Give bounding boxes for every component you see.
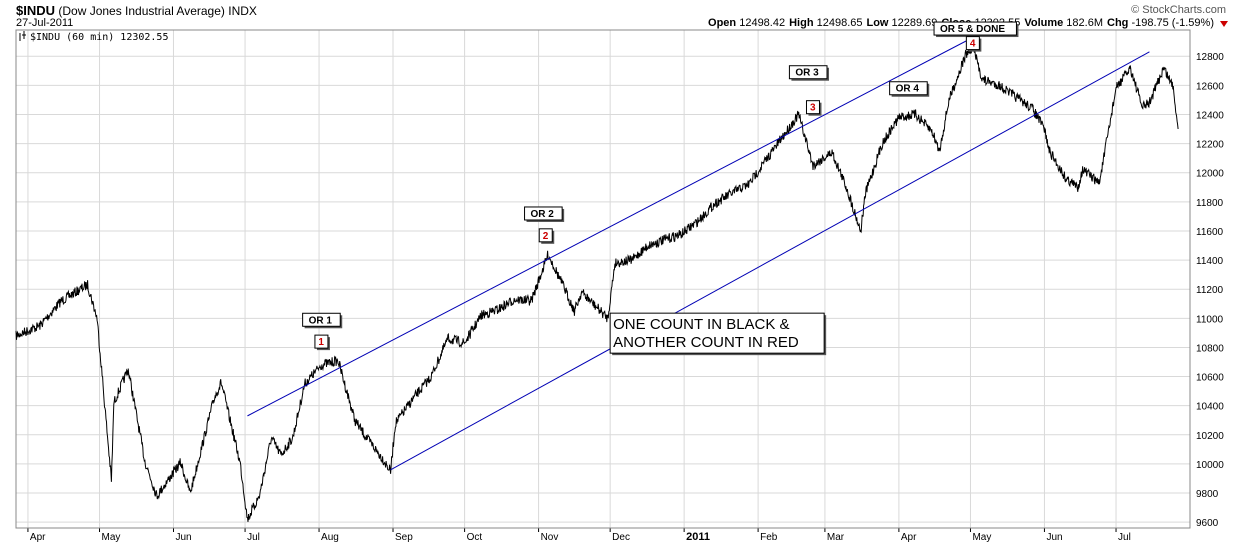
- series-legend: $INDU (60 min) 12302.55: [30, 32, 168, 43]
- red-count-box: [314, 334, 329, 349]
- channel-line: [247, 29, 988, 417]
- chart-date: 27-Jul-2011: [16, 17, 74, 29]
- y-tick-label: 12200: [1196, 140, 1224, 151]
- y-tick-label: 12600: [1196, 81, 1224, 92]
- legend-icon: [19, 31, 26, 41]
- chart-title: $INDU (Dow Jones Industrial Average) IND…: [16, 3, 257, 18]
- x-tick-label: Oct: [467, 532, 483, 543]
- y-tick-label: 10400: [1196, 402, 1224, 413]
- stat-label: Chg: [1107, 17, 1129, 29]
- black-count-label: OR 4: [896, 84, 920, 95]
- annotation-text: ONE COUNT IN BLACK &: [613, 316, 789, 333]
- annotation-text: ANOTHER COUNT IN RED: [613, 334, 799, 351]
- count-label-box: [889, 81, 928, 96]
- y-tick-label: 12000: [1196, 169, 1224, 180]
- red-count-box: [965, 36, 980, 51]
- y-tick-label: 12400: [1196, 110, 1224, 121]
- y-tick-label: 9600: [1196, 518, 1219, 529]
- exchange: INDX: [228, 4, 257, 18]
- x-tick-label: Mar: [827, 532, 845, 543]
- channel-line: [390, 51, 1150, 471]
- y-tick-label: 12800: [1196, 52, 1224, 63]
- plot-frame: [15, 29, 1191, 529]
- x-tick-label: Jun: [175, 532, 191, 543]
- stat-label: High: [789, 17, 814, 29]
- stat-value: 12498.42: [736, 17, 786, 29]
- x-tick-label: Nov: [541, 532, 559, 543]
- x-tick-label: Feb: [760, 532, 778, 543]
- stat-label: Open: [708, 17, 737, 29]
- x-tick-label: Jun: [1046, 532, 1062, 543]
- red-count-box: [538, 228, 553, 243]
- stat-label: Low: [866, 17, 889, 29]
- x-tick-label: Jul: [247, 532, 260, 543]
- y-tick-label: 11800: [1196, 198, 1224, 209]
- x-tick-label: Apr: [30, 532, 46, 543]
- y-tick-label: 10200: [1196, 431, 1224, 442]
- index-name: (Dow Jones Industrial Average): [58, 4, 225, 18]
- y-tick-label: 9800: [1196, 489, 1219, 500]
- y-tick-label: 10800: [1196, 343, 1224, 354]
- count-label-box: [524, 206, 563, 221]
- y-tick-label: 11000: [1196, 314, 1224, 325]
- x-tick-label: Dec: [612, 532, 630, 543]
- y-tick-label: 10000: [1196, 460, 1224, 471]
- red-count-label: 2: [543, 231, 549, 242]
- stat-label: Volume: [1024, 17, 1064, 29]
- red-count-label: 3: [810, 103, 816, 114]
- symbol: $INDU: [16, 3, 56, 18]
- red-count-label: 1: [318, 337, 324, 348]
- black-count-label: OR 5 & DONE: [940, 24, 1005, 35]
- stat-value: 12289.69: [888, 17, 938, 29]
- red-count-label: 4: [970, 39, 976, 50]
- x-tick-label: 2011: [686, 531, 710, 543]
- x-tick-label: Apr: [901, 532, 917, 543]
- brand-label[interactable]: © StockCharts.com: [1131, 4, 1226, 16]
- down-arrow-icon: [1220, 21, 1228, 27]
- red-count-box: [805, 100, 820, 115]
- stat-value: 182.6M: [1063, 17, 1103, 29]
- y-tick-label: 10600: [1196, 373, 1224, 384]
- black-count-label: OR 2: [531, 209, 555, 220]
- y-tick-label: 11400: [1196, 256, 1224, 267]
- x-tick-label: May: [102, 532, 121, 543]
- black-count-label: OR 3: [795, 68, 819, 79]
- x-tick-label: Jul: [1118, 532, 1131, 543]
- price-line: [15, 44, 1179, 522]
- count-label-box: [788, 65, 828, 80]
- stat-value: -198.75 (-1.59%): [1128, 17, 1214, 29]
- black-count-label: OR 1: [309, 315, 333, 326]
- x-tick-label: Sep: [395, 532, 413, 543]
- annotation-box: [609, 312, 825, 354]
- count-label-box: [302, 312, 341, 327]
- x-tick-label: May: [972, 532, 991, 543]
- y-tick-label: 11200: [1196, 285, 1224, 296]
- stat-value: 12498.65: [813, 17, 863, 29]
- y-tick-label: 11600: [1196, 227, 1224, 238]
- count-label-box: [933, 21, 1017, 36]
- x-tick-label: Aug: [321, 532, 339, 543]
